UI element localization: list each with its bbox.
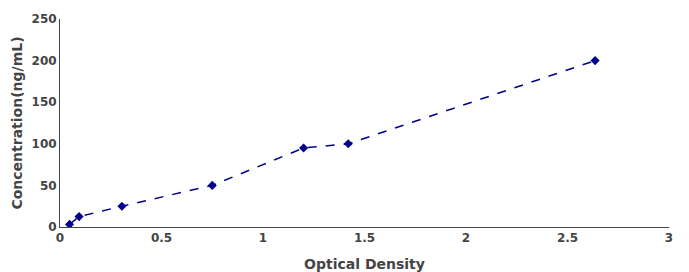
svg-text:200: 200 (32, 54, 57, 68)
svg-text:1: 1 (259, 231, 267, 245)
svg-text:50: 50 (40, 179, 57, 193)
svg-text:3: 3 (665, 231, 673, 245)
svg-text:Optical Density: Optical Density (304, 256, 425, 272)
svg-text:2: 2 (462, 231, 470, 245)
svg-text:250: 250 (32, 12, 57, 26)
svg-text:0: 0 (56, 231, 64, 245)
svg-text:2.5: 2.5 (557, 231, 578, 245)
svg-text:Concentration(ng/mL): Concentration(ng/mL) (9, 36, 25, 209)
svg-text:0: 0 (48, 220, 56, 234)
svg-text:0.5: 0.5 (151, 231, 172, 245)
svg-text:100: 100 (32, 137, 57, 151)
svg-text:1.5: 1.5 (354, 231, 375, 245)
svg-text:150: 150 (32, 95, 57, 109)
